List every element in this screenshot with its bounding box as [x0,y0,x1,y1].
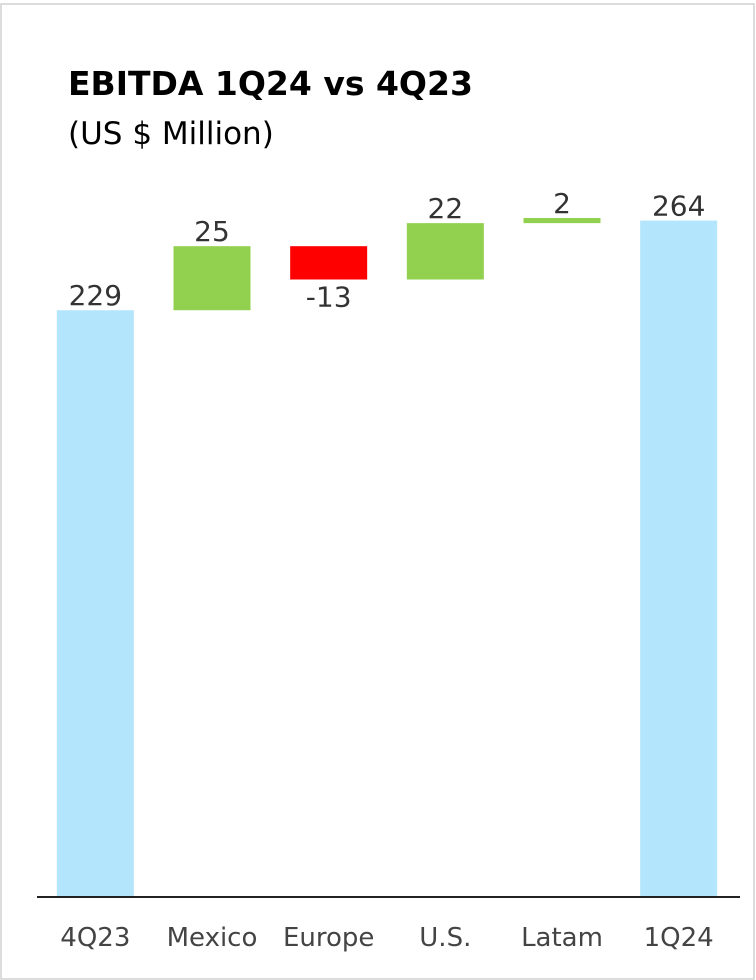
value-label: 229 [69,279,122,312]
x-tick-label: 1Q24 [644,923,714,953]
x-tick-label: Europe [283,923,374,953]
bar [56,310,134,897]
value-label: 2 [553,187,571,220]
bar [290,246,368,280]
x-tick-label: Latam [521,923,603,953]
chart-title: EBITDA 1Q24 vs 4Q23 [68,64,473,103]
bar [173,246,251,311]
value-label: 25 [194,215,230,248]
bar [406,223,484,280]
value-label: 22 [428,192,464,225]
bar [640,220,718,898]
x-tick-label: Mexico [167,923,258,953]
value-label: 264 [652,190,705,223]
x-tick-label: U.S. [419,923,471,953]
bar [523,218,601,224]
x-tick-label: 4Q23 [60,923,130,953]
chart-subtitle: (US $ Million) [68,116,274,152]
value-label: -13 [306,280,352,313]
